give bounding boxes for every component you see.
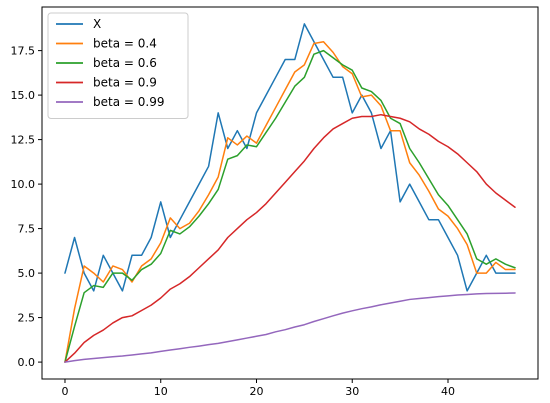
series-line-2 (64, 49, 516, 363)
series-line-3 (64, 113, 516, 363)
y-tick-label: 7.5 (18, 223, 36, 236)
y-tick-label: 2.5 (18, 312, 36, 325)
axis-ticks: 0 10 20 30 40 0.0 2.5 5.0 7.5 10.0 12.5 15.0 17.5 (11, 45, 455, 398)
legend-label-2: beta = 0.6 (93, 56, 157, 70)
y-tick-label: 5.0 (18, 267, 36, 280)
x-tick-label: 10 (154, 385, 168, 398)
series-line-1 (64, 40, 516, 363)
legend-label-1: beta = 0.4 (93, 37, 157, 51)
y-tick-label: 10.0 (11, 178, 36, 191)
legend-label-4: beta = 0.99 (93, 95, 164, 109)
series-line-4 (64, 292, 516, 363)
x-tick-label: 0 (61, 385, 68, 398)
x-tick-label: 30 (345, 385, 359, 398)
y-tick-label: 15.0 (11, 89, 36, 102)
series-line-0 (64, 23, 516, 292)
x-tick-label: 20 (249, 385, 263, 398)
y-tick-label: 0.0 (18, 356, 36, 369)
legend-label-0: X (93, 17, 101, 31)
legend-box (47, 12, 189, 119)
series-layer (64, 23, 516, 363)
legend-label-3: beta = 0.9 (93, 76, 157, 90)
y-tick-label: 12.5 (11, 134, 36, 147)
x-tick-label: 40 (441, 385, 455, 398)
plot-frame (41, 6, 539, 380)
y-tick-label: 17.5 (11, 45, 36, 58)
